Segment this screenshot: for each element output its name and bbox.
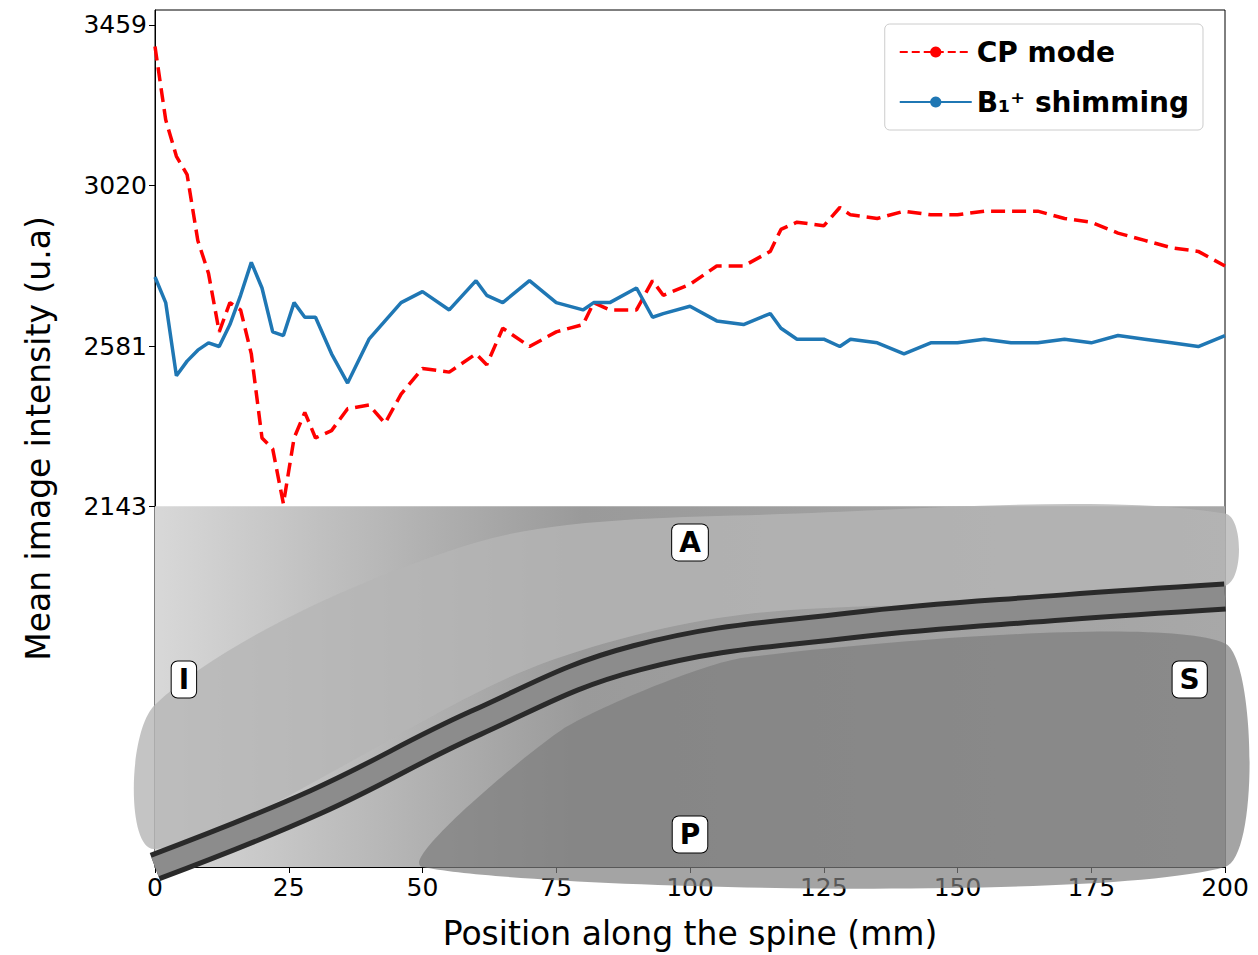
svg-text:I: I bbox=[179, 663, 189, 696]
svg-text:2143: 2143 bbox=[83, 492, 147, 521]
svg-text:3459: 3459 bbox=[83, 10, 147, 39]
svg-text:200: 200 bbox=[1201, 873, 1249, 902]
svg-text:B₁⁺ shimming: B₁⁺ shimming bbox=[977, 86, 1189, 119]
svg-text:P: P bbox=[680, 818, 701, 851]
svg-text:2581: 2581 bbox=[83, 332, 147, 361]
svg-text:0: 0 bbox=[147, 873, 163, 902]
svg-text:Mean image intensity (u.a): Mean image intensity (u.a) bbox=[19, 216, 58, 661]
svg-text:S: S bbox=[1180, 663, 1200, 696]
svg-text:3020: 3020 bbox=[83, 171, 147, 200]
svg-text:CP mode: CP mode bbox=[977, 36, 1115, 69]
svg-text:25: 25 bbox=[273, 873, 305, 902]
svg-text:Position along the spine (mm): Position along the spine (mm) bbox=[443, 914, 938, 953]
svg-text:175: 175 bbox=[1067, 873, 1116, 902]
svg-text:A: A bbox=[679, 526, 701, 559]
svg-text:50: 50 bbox=[407, 873, 439, 902]
svg-text:100: 100 bbox=[666, 873, 714, 902]
svg-text:75: 75 bbox=[540, 873, 573, 902]
